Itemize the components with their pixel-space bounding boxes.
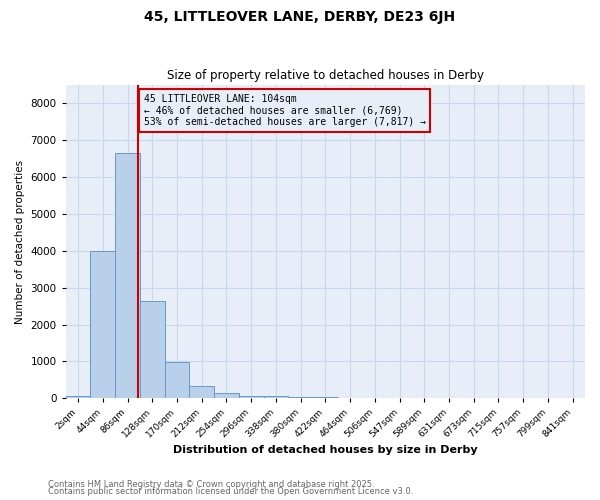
Text: Contains HM Land Registry data © Crown copyright and database right 2025.: Contains HM Land Registry data © Crown c… (48, 480, 374, 489)
Text: 45, LITTLEOVER LANE, DERBY, DE23 6JH: 45, LITTLEOVER LANE, DERBY, DE23 6JH (145, 10, 455, 24)
Bar (288, 396, 313, 398)
Bar (263, 396, 288, 398)
Y-axis label: Number of detached properties: Number of detached properties (15, 160, 25, 324)
Bar (66, 396, 91, 398)
Bar (91, 250, 115, 398)
Text: 45 LITTLEOVER LANE: 104sqm
← 46% of detached houses are smaller (6,769)
53% of s: 45 LITTLEOVER LANE: 104sqm ← 46% of deta… (143, 94, 425, 127)
Bar (214, 393, 239, 398)
Title: Size of property relative to detached houses in Derby: Size of property relative to detached ho… (167, 69, 484, 82)
Bar (190, 386, 214, 398)
X-axis label: Distribution of detached houses by size in Derby: Distribution of detached houses by size … (173, 445, 478, 455)
Bar (239, 396, 263, 398)
Bar (140, 300, 164, 398)
Bar (164, 362, 190, 398)
Text: Contains public sector information licensed under the Open Government Licence v3: Contains public sector information licen… (48, 487, 413, 496)
Bar (115, 153, 140, 398)
